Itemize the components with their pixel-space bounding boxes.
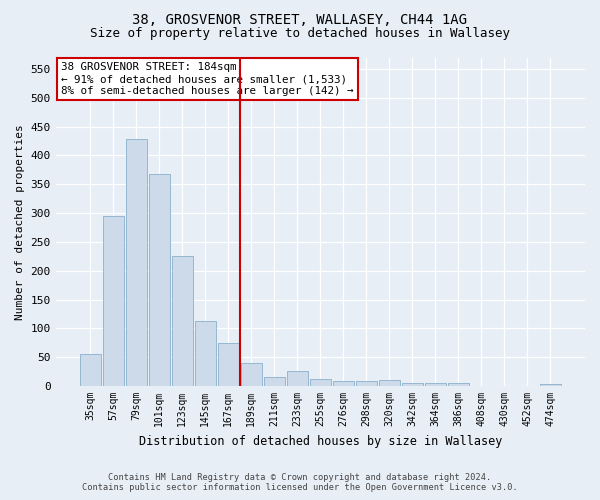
X-axis label: Distribution of detached houses by size in Wallasey: Distribution of detached houses by size … <box>139 434 502 448</box>
Bar <box>540 384 561 386</box>
Bar <box>264 378 285 386</box>
Bar <box>379 380 400 386</box>
Bar <box>218 343 239 386</box>
Bar <box>195 321 216 386</box>
Bar <box>448 383 469 386</box>
Bar <box>287 371 308 386</box>
Text: Contains HM Land Registry data © Crown copyright and database right 2024.
Contai: Contains HM Land Registry data © Crown c… <box>82 473 518 492</box>
Text: Size of property relative to detached houses in Wallasey: Size of property relative to detached ho… <box>90 28 510 40</box>
Bar <box>241 363 262 386</box>
Y-axis label: Number of detached properties: Number of detached properties <box>15 124 25 320</box>
Bar <box>103 216 124 386</box>
Bar <box>80 354 101 386</box>
Bar <box>149 174 170 386</box>
Bar <box>172 256 193 386</box>
Text: 38, GROSVENOR STREET, WALLASEY, CH44 1AG: 38, GROSVENOR STREET, WALLASEY, CH44 1AG <box>133 12 467 26</box>
Bar <box>425 383 446 386</box>
Bar <box>333 381 354 386</box>
Text: 38 GROSVENOR STREET: 184sqm
← 91% of detached houses are smaller (1,533)
8% of s: 38 GROSVENOR STREET: 184sqm ← 91% of det… <box>61 62 353 96</box>
Bar <box>126 140 147 386</box>
Bar <box>310 378 331 386</box>
Bar <box>402 383 423 386</box>
Bar <box>356 381 377 386</box>
